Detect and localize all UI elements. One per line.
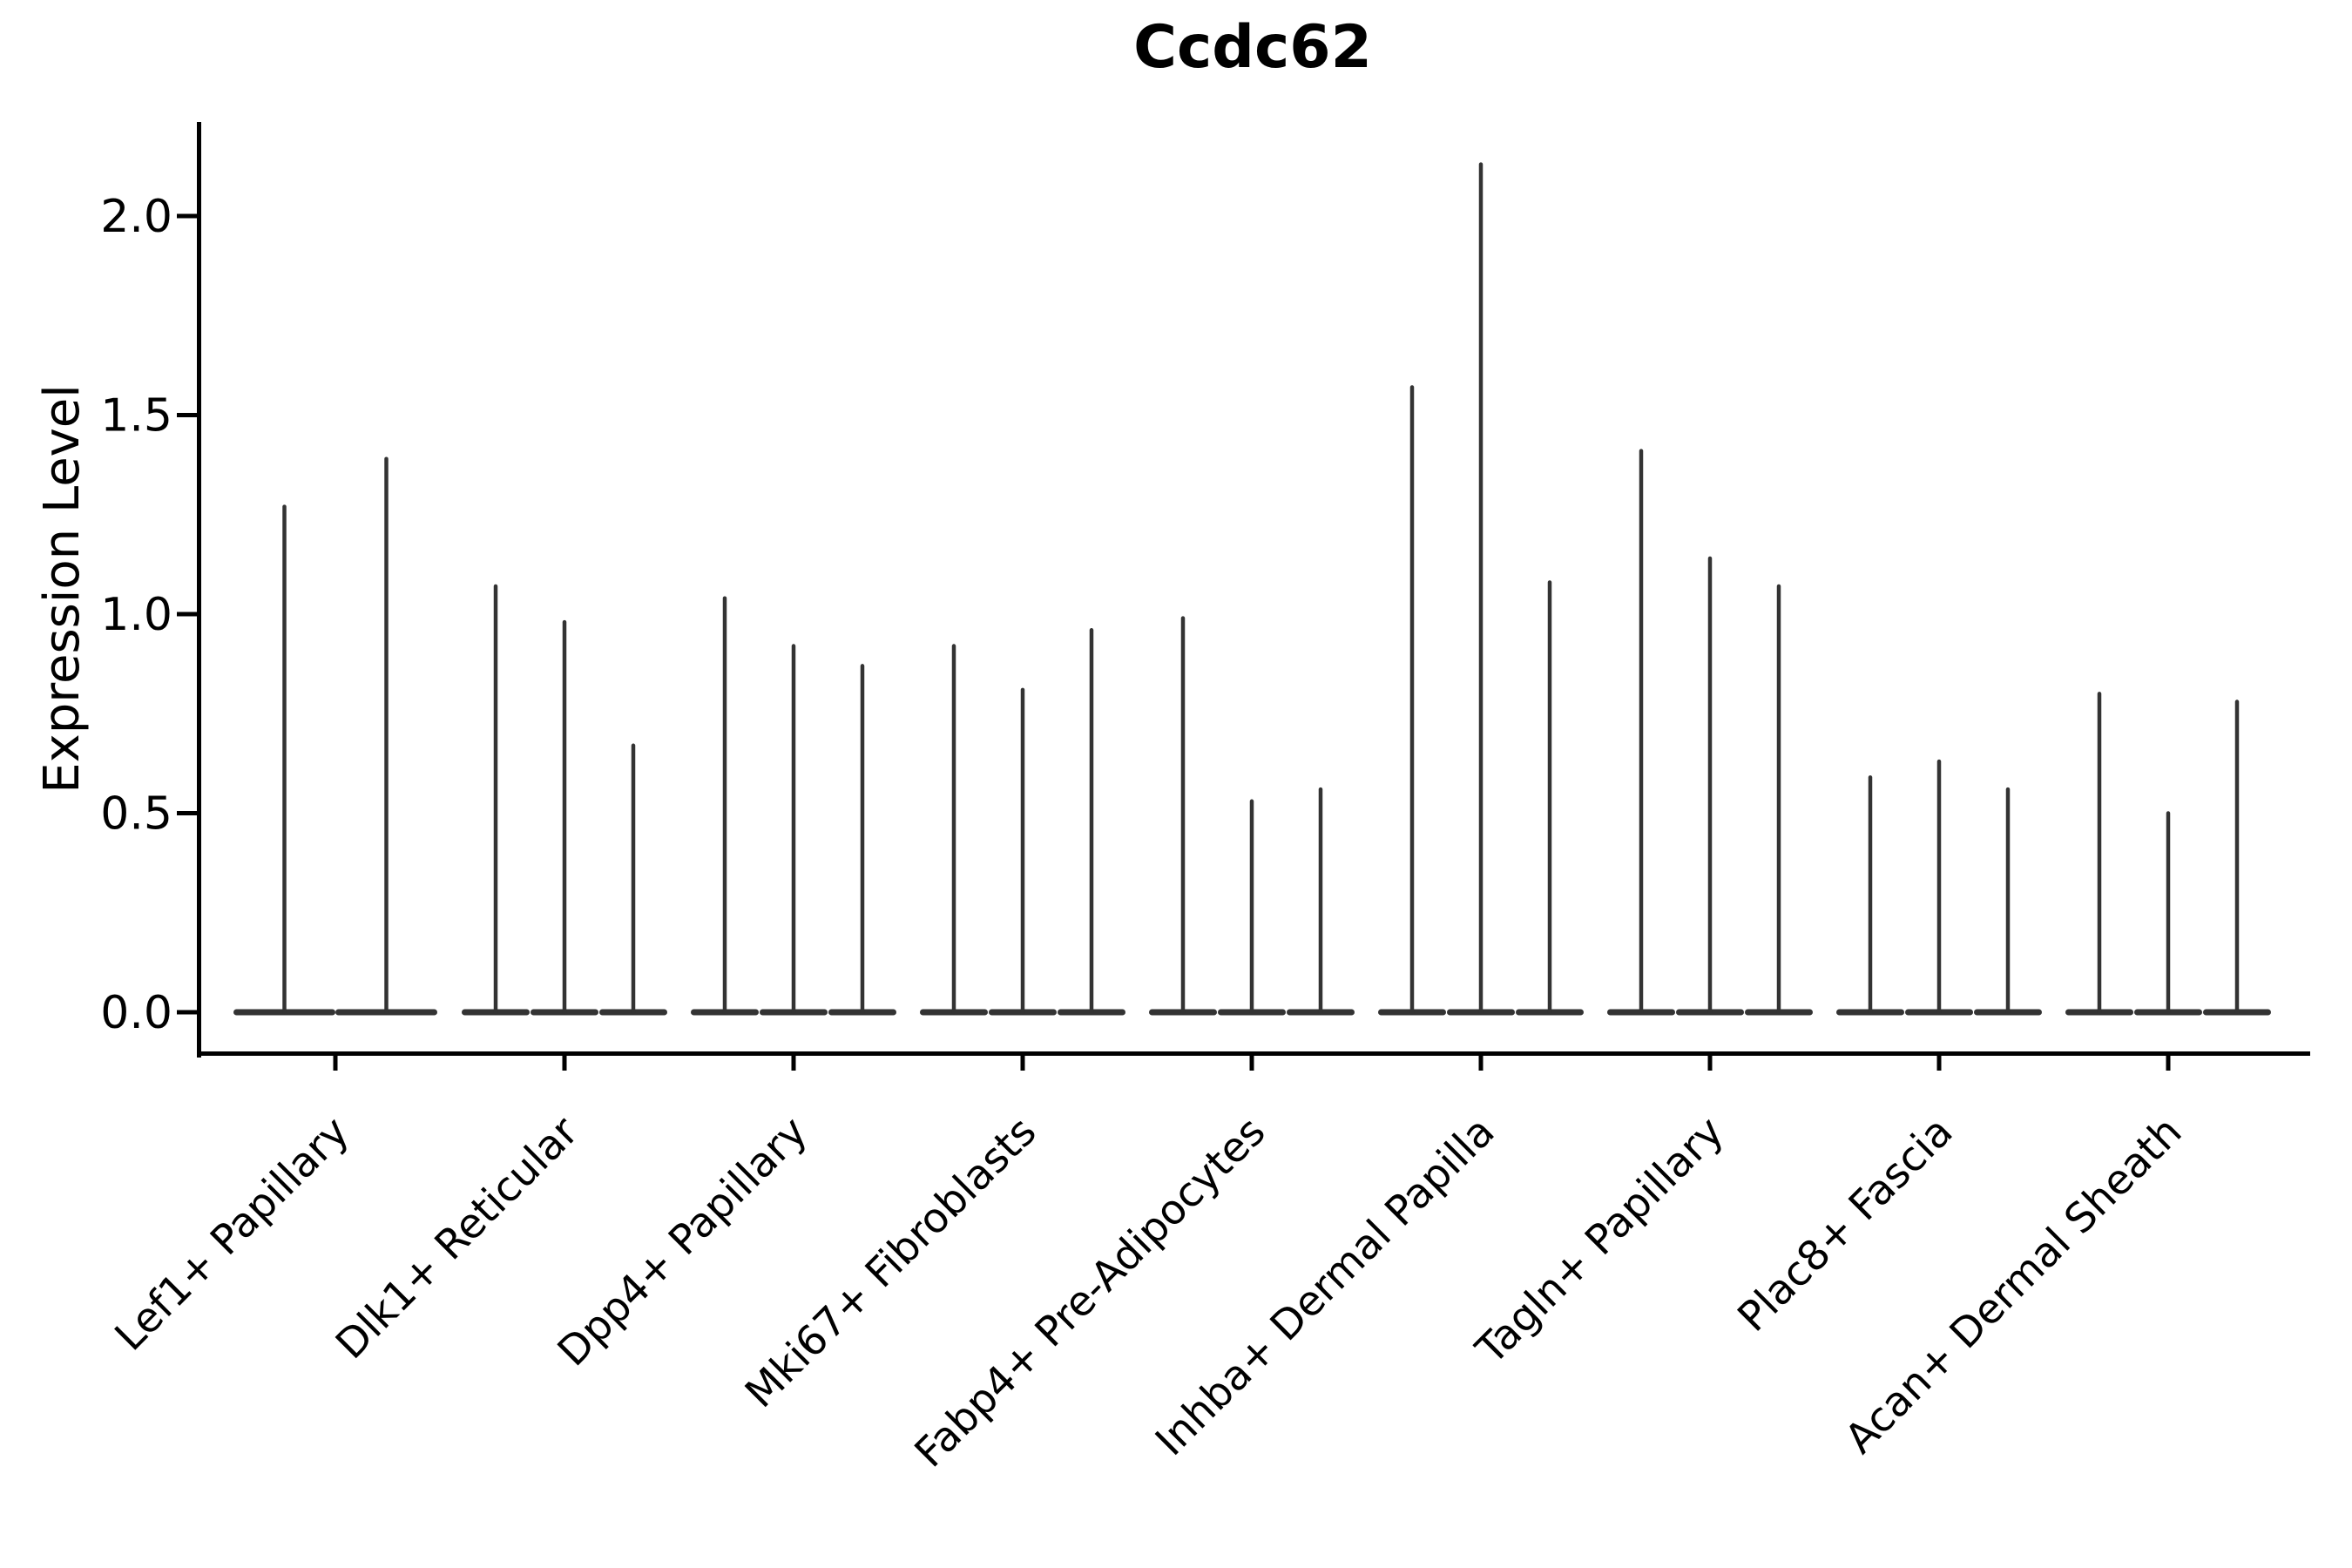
y-tick-label: 0.0 — [100, 987, 172, 1039]
y-tick-label: 1.5 — [100, 390, 172, 443]
y-tick-label: 0.5 — [100, 788, 172, 841]
y-tick-label: 1.0 — [100, 589, 172, 641]
x-tick-label: Tagln+ Papillary — [1467, 1108, 1734, 1375]
x-tick-label: Plac8+ Fascia — [1729, 1108, 1963, 1342]
y-tick-label: 2.0 — [100, 191, 172, 243]
chart-title: Ccdc62 — [1133, 13, 1372, 82]
x-tick-label: Dpp4+ Papillary — [549, 1108, 817, 1376]
x-tick-label: Lef1+ Papillary — [106, 1108, 359, 1361]
x-tick-label: Dlk1+ Reticular — [327, 1107, 588, 1369]
